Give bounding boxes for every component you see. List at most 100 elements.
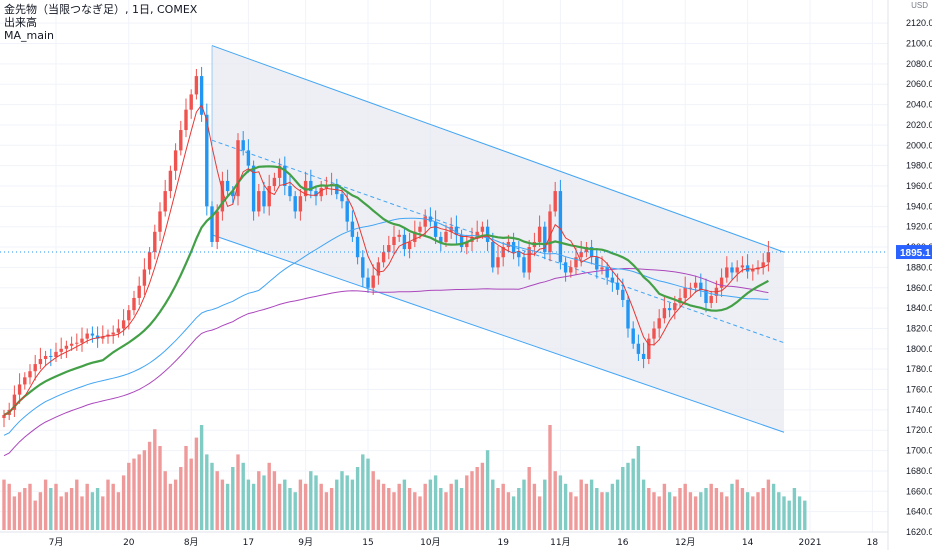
ma-indicator-label[interactable]: MA_main [4, 30, 54, 42]
volume-bar [252, 484, 255, 530]
volume-bar [34, 501, 37, 530]
candle-body [138, 286, 141, 298]
volume-bar [351, 480, 354, 530]
volume-bar [715, 488, 718, 530]
volume-bar [611, 484, 614, 530]
candle-body [184, 110, 187, 130]
candle-body [23, 377, 26, 384]
volume-bar [772, 484, 775, 530]
volume-bar [262, 475, 265, 530]
time-tick-label: 10月 [420, 537, 440, 548]
candle-body [262, 191, 265, 206]
volume-bar [418, 496, 421, 530]
volume-bar [236, 454, 239, 530]
volume-bar [361, 454, 364, 530]
time-tick-label: 9月 [298, 537, 313, 548]
candle-body [408, 242, 411, 249]
candle-body [418, 227, 421, 232]
candle-body [767, 252, 770, 262]
volume-bar [106, 480, 109, 530]
volume-bar [642, 480, 645, 530]
volume-bar [205, 454, 208, 530]
volume-bar [210, 463, 213, 530]
price-tick-label: 1760.0 [906, 385, 932, 395]
time-tick-label: 2021 [799, 538, 822, 548]
candle-body [663, 308, 666, 318]
volume-bar [704, 488, 707, 530]
volume-bar [632, 459, 635, 530]
candle-body [174, 150, 177, 170]
volume-bar [684, 484, 687, 530]
volume-bar [699, 492, 702, 530]
volume-bar [117, 492, 120, 530]
time-tick-label: 7月 [49, 537, 64, 548]
candle-body [65, 346, 68, 349]
volume-bar [372, 471, 375, 530]
current-price-label: 1895.1 [900, 248, 931, 259]
volume-bar [231, 467, 234, 530]
volume-bar [626, 463, 629, 530]
volume-bar [476, 467, 479, 530]
volume-bar [190, 459, 193, 530]
volume-bar [299, 480, 302, 530]
volume-bar [460, 488, 463, 530]
candle-body [164, 191, 167, 211]
volume-bar [538, 496, 541, 530]
volume-bar [756, 492, 759, 530]
volume-bar [398, 484, 401, 530]
candlestick-chart[interactable]: 1620.01640.01660.01680.01700.01720.01740… [0, 0, 932, 550]
volume-bar [44, 480, 47, 530]
candle-body [403, 235, 406, 249]
candle-body [28, 371, 31, 377]
candle-body [153, 232, 156, 252]
price-tick-label: 2100.0 [906, 39, 932, 49]
candle-body [564, 262, 567, 272]
volume-bar [434, 475, 437, 530]
price-tick-label: 1920.0 [906, 222, 932, 232]
volume-bar [158, 446, 161, 530]
volume-bar [777, 492, 780, 530]
volume-bar [268, 463, 271, 530]
volume-bar [169, 484, 172, 530]
candle-body [112, 333, 115, 335]
candle-body [44, 356, 47, 359]
volume-bar [75, 480, 78, 530]
candle-body [299, 196, 302, 211]
price-tick-label: 1680.0 [906, 466, 932, 476]
volume-bar [569, 492, 572, 530]
candle-body [340, 194, 343, 201]
candle-body [647, 339, 650, 359]
volume-bar [741, 488, 744, 530]
price-tick-label: 1980.0 [906, 161, 932, 171]
candle-body [652, 328, 655, 338]
volume-bar [673, 496, 676, 530]
candle-body [548, 211, 551, 252]
volume-bar [762, 488, 765, 530]
volume-bar [788, 501, 791, 530]
candle-body [496, 257, 499, 267]
price-tick-label: 1780.0 [906, 364, 932, 374]
volume-bar [606, 492, 609, 530]
candle-body [491, 242, 494, 267]
volume-bar [122, 475, 125, 530]
volume-bar [392, 492, 395, 530]
volume-bar [559, 475, 562, 530]
volume-bar [647, 488, 650, 530]
volume-bar [554, 471, 557, 530]
volume-bar [112, 484, 115, 530]
volume-bar [132, 459, 135, 530]
candle-body [346, 201, 349, 221]
price-tick-label: 2080.0 [906, 59, 932, 69]
volume-bar [767, 480, 770, 530]
chart-container: 1620.0 1640.0 1660.0 1680.0 1700.0 1720.0 1740… [0, 0, 932, 550]
volume-bar [366, 459, 369, 530]
volume-indicator-label[interactable]: 出来高 [4, 17, 37, 29]
volume-bar [517, 488, 520, 530]
volume-bar [174, 480, 177, 530]
volume-bar [335, 480, 338, 530]
volume-bar [658, 496, 661, 530]
candle-body [60, 349, 63, 352]
candle-body [39, 359, 42, 364]
volume-bar [694, 496, 697, 530]
candle-body [741, 265, 744, 267]
